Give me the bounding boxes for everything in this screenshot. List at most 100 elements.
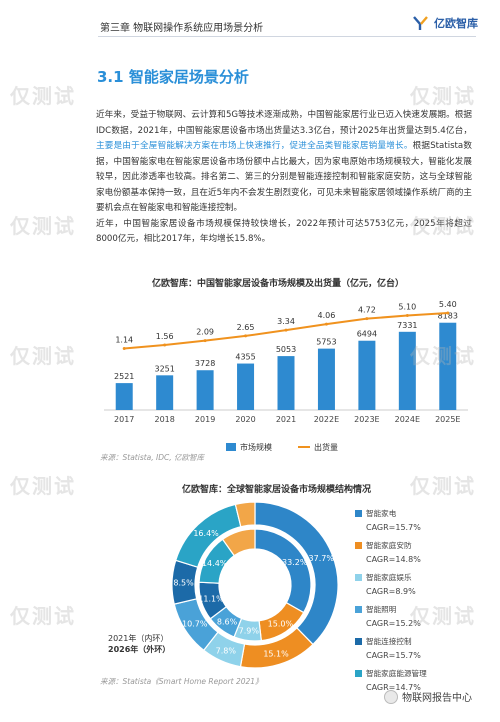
line-label-2021: 3.34 (277, 317, 295, 326)
wechat-icon (384, 689, 398, 704)
legend-item: 智能连接控制 (355, 632, 485, 651)
legend-cagr: CAGR=14.7% (366, 683, 421, 692)
legend-swatch (355, 574, 362, 581)
page-header: 第三章 物联网操作系统应用场景分析 亿欧智库 (0, 0, 500, 40)
legend-swatch (355, 670, 362, 677)
line-label-2019: 2.09 (196, 328, 214, 337)
bar-label-2023E: 6494 (357, 330, 377, 339)
ring0-label-0: 33.2% (282, 558, 308, 567)
inner-ring-label: 2021年（内环） (108, 634, 169, 643)
x-tick-2024E: 2024E (395, 415, 420, 424)
watermark: 仅测试 (10, 214, 76, 238)
donut-legend: 智能家电 CAGR=15.7% 智能家庭安防 CAGR=14.8% 智能家庭娱乐 CAGR… (355, 504, 485, 696)
line-point-2024E (405, 314, 409, 317)
bar-label-2025E: 8183 (438, 312, 458, 321)
line-label-2025E: 5.40 (439, 300, 457, 309)
legend-swatch (355, 638, 362, 645)
x-tick-2019: 2019 (195, 415, 215, 424)
bar-label-2020: 4355 (235, 353, 255, 362)
ring1-label-1: 15.1% (263, 649, 289, 658)
section-heading: 智能家居场景分析 (128, 68, 249, 86)
ring1-slice-6 (234, 501, 256, 528)
paragraph-1-part-b: 根据Statista数据，中国智能家电在智能家居设备市场份额中占比最大，因为家电… (96, 141, 472, 213)
legend-name: 智能家电 (366, 509, 397, 518)
market-size-chart: 2521 2017 3251 2018 3728 2019 4355 2020 5053 2021… (104, 300, 468, 452)
ring0-label-4: 11.1% (198, 595, 224, 604)
legend-swatch (355, 542, 362, 549)
bar-2020 (237, 363, 255, 410)
legend-item: 智能家庭娱乐 (355, 568, 485, 587)
legend-name: 智能家庭安防 (366, 541, 412, 550)
legend-item: 智能照明 (355, 600, 485, 619)
line-label-2023E: 4.72 (358, 306, 376, 315)
legend-cagr: CAGR=14.8% (366, 555, 421, 564)
bar-label-2018: 3251 (154, 364, 174, 373)
watermark: 仅测试 (10, 84, 76, 108)
chart2-title: 亿欧智库：全球智能家居设备市场规模结构情况 (182, 485, 372, 495)
bar-2022E (317, 348, 335, 410)
watermark: 仅测试 (410, 214, 476, 238)
paragraph-1-highlight: 主要是由于全屋智能解决方案在市场上快速推行，促进全品类智能家居销量增长。 (96, 141, 413, 151)
ring0-label-5: 14.4% (202, 559, 228, 568)
bar-label-2021: 5053 (276, 345, 296, 354)
brand-logo-icon (413, 16, 428, 30)
ring0-label-2: 7.9% (239, 627, 260, 636)
x-tick-2022E: 2022E (314, 415, 339, 424)
ring0-label-1: 15.0% (268, 619, 294, 628)
paragraph-2: 近年，中国智能家居设备市场规模保持较快增长，2022年预计可达5753亿元，20… (96, 218, 472, 245)
chapter-title: 第三章 物联网操作系统应用场景分析 (100, 23, 264, 34)
ring1-label-2: 7.8% (216, 646, 237, 655)
legend-cagr: CAGR=15.7% (366, 523, 421, 532)
bar-label-2022E: 5753 (316, 338, 336, 347)
footer-brand: 物联网报告中心 (384, 689, 472, 704)
paragraph-1-part-a: 近年来，受益于物联网、云计算和5G等技术逐渐成熟，中国智能家居行业已迈入快速发展… (96, 110, 472, 136)
watermark: 仅测试 (410, 84, 476, 108)
watermark: 仅测试 (10, 604, 76, 628)
line-label-2020: 2.65 (237, 323, 255, 332)
legend-cagr: CAGR=8.9% (366, 587, 416, 596)
footer-brand-name: 物联网报告中心 (402, 693, 472, 704)
ring0-label-3: 8.6% (217, 618, 238, 627)
legend-item: 智能家庭安防 (355, 536, 485, 555)
line-label-2022E: 4.06 (318, 311, 336, 320)
ring1-label-3: 10.7% (182, 620, 208, 629)
structure-donut-chart: 33.2% 15.0% 7.9%8.6% 11.1% 14.4% 37.7% 15.1% 7.… (171, 501, 339, 669)
legend-swatch-bar (226, 443, 236, 451)
bar-2017 (115, 383, 133, 410)
ring1-label-5: 16.4% (193, 529, 219, 538)
x-tick-2021: 2021 (276, 415, 296, 424)
legend-name: 智能连接控制 (366, 637, 412, 646)
legend-cagr: CAGR=15.7% (366, 651, 421, 660)
line-point-2018 (163, 343, 167, 347)
legend-name: 智能照明 (366, 605, 397, 614)
watermark: 仅测试 (10, 474, 76, 498)
bar-2018 (156, 375, 174, 410)
watermark: 仅测试 (10, 344, 76, 368)
line-label-2024E: 5.10 (398, 303, 416, 312)
line-point-2017 (122, 347, 126, 350)
body-text: 近年来，受益于物联网、云计算和5G等技术逐渐成熟，中国智能家居行业已迈入快速发展… (96, 108, 472, 248)
line-label-2018: 1.56 (156, 332, 174, 341)
line-label-2017: 1.14 (115, 336, 133, 345)
header-divider (98, 36, 476, 37)
bar-2019 (196, 370, 214, 410)
ring1-label-4: 8.5% (173, 579, 194, 588)
outer-ring-label: 2026年（外环） (108, 645, 171, 654)
chart1-source: 来源：Statista, IDC, 亿欧智库 (100, 453, 205, 462)
x-tick-2025E: 2025E (435, 415, 460, 424)
line-point-2025E (446, 311, 450, 315)
watermark: 仅测试 (410, 604, 476, 628)
legend-swatch (355, 606, 362, 613)
legend-name: 智能家庭能源管理 (366, 669, 427, 678)
x-tick-2020: 2020 (235, 415, 255, 424)
brand-name: 亿欧智库 (434, 17, 478, 30)
watermark: 仅测试 (410, 474, 476, 498)
brand-logo-area: 亿欧智库 (412, 14, 478, 32)
watermark: 仅测试 (410, 344, 476, 368)
bar-2024E (398, 331, 416, 410)
bar-label-2024E: 7331 (397, 321, 417, 330)
chart2-source: 来源：Statista《Smart Home Report 2021》 (100, 677, 263, 686)
ring0-slice-6 (221, 528, 256, 557)
legend-label-bar: 市场规模 (240, 442, 272, 452)
section-number: 3.1 (97, 68, 124, 86)
